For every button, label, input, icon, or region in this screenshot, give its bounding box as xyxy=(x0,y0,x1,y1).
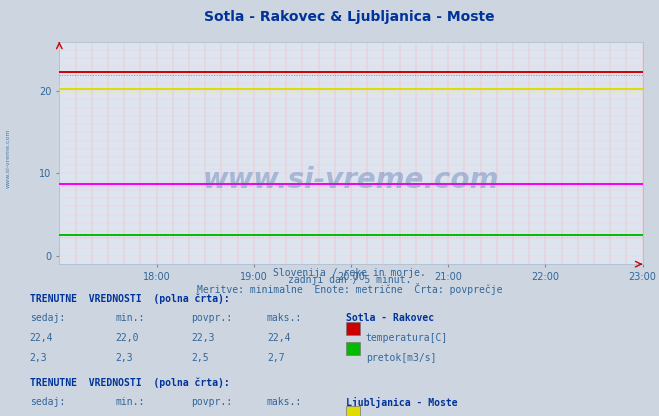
Text: povpr.:: povpr.: xyxy=(191,313,232,323)
Text: Sotla - Rakovec: Sotla - Rakovec xyxy=(346,313,434,323)
Text: sedaj:: sedaj: xyxy=(30,313,65,323)
Text: povpr.:: povpr.: xyxy=(191,397,232,407)
Text: 2,3: 2,3 xyxy=(30,353,47,363)
Text: min.:: min.: xyxy=(115,313,145,323)
Text: 22,4: 22,4 xyxy=(267,333,291,343)
Text: www.si-vreme.com: www.si-vreme.com xyxy=(6,128,11,188)
Text: maks.:: maks.: xyxy=(267,313,302,323)
Text: 2,3: 2,3 xyxy=(115,353,133,363)
Text: temperatura[C]: temperatura[C] xyxy=(366,333,448,343)
Text: zadnji dan / 5 minut.: zadnji dan / 5 minut. xyxy=(287,275,411,285)
Text: maks.:: maks.: xyxy=(267,397,302,407)
Text: Slovenija / reke in morje.: Slovenija / reke in morje. xyxy=(273,268,426,278)
Text: pretok[m3/s]: pretok[m3/s] xyxy=(366,353,436,363)
Text: Sotla - Rakovec & Ljubljanica - Moste: Sotla - Rakovec & Ljubljanica - Moste xyxy=(204,10,495,25)
Text: TRENUTNE  VREDNOSTI  (polna črta):: TRENUTNE VREDNOSTI (polna črta): xyxy=(30,293,229,304)
Text: sedaj:: sedaj: xyxy=(30,397,65,407)
Text: min.:: min.: xyxy=(115,397,145,407)
Text: 2,7: 2,7 xyxy=(267,353,285,363)
Text: 22,4: 22,4 xyxy=(30,333,53,343)
Text: www.si-vreme.com: www.si-vreme.com xyxy=(203,166,499,193)
Text: TRENUTNE  VREDNOSTI  (polna črta):: TRENUTNE VREDNOSTI (polna črta): xyxy=(30,377,229,388)
Text: Meritve: minimalne  Enote: metrične  Črta: povprečje: Meritve: minimalne Enote: metrične Črta:… xyxy=(196,283,502,295)
Text: 2,5: 2,5 xyxy=(191,353,209,363)
Text: 22,3: 22,3 xyxy=(191,333,215,343)
Text: Ljubljanica - Moste: Ljubljanica - Moste xyxy=(346,397,457,409)
Text: 22,0: 22,0 xyxy=(115,333,139,343)
